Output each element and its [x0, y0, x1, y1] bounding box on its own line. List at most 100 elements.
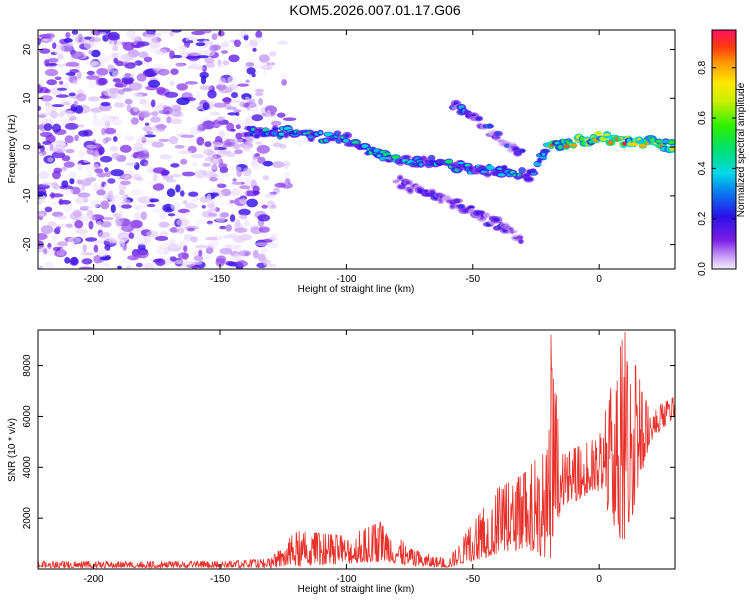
- spectrogram-blob: [245, 96, 250, 101]
- colorbar-label: Normalized spectral amplitude: [736, 82, 747, 217]
- spectrogram-blob: [276, 112, 286, 118]
- x-tick-label: -50: [466, 574, 481, 585]
- spectrogram-blob: [232, 235, 246, 243]
- spectrogram-blob: [158, 221, 170, 228]
- spectrogram-blob: [219, 212, 230, 218]
- spectrogram-blob: [282, 117, 297, 121]
- spectrogram-blob: [97, 77, 108, 86]
- spectrogram-blob: [152, 183, 165, 191]
- spectrogram-blob: [271, 234, 278, 242]
- spectrogram-blob: [246, 198, 258, 208]
- spectrogram-blob: [170, 202, 181, 211]
- spectrogram-blob: [539, 155, 548, 159]
- spectrogram-blob: [47, 221, 57, 228]
- spectrogram-blob: [268, 62, 273, 69]
- spectrogram-blob: [134, 205, 140, 211]
- spectrogram-blob: [133, 106, 140, 112]
- spectrogram-blob: [103, 88, 111, 96]
- spectrogram-blob: [59, 110, 73, 115]
- spectrogram-blob: [43, 248, 48, 255]
- spectrogram-blob: [134, 60, 143, 66]
- spectrogram-blob: [236, 168, 242, 178]
- spectrogram-blob: [495, 132, 502, 136]
- spectrogram-blob: [107, 178, 116, 184]
- spectrogram-blob: [58, 80, 64, 85]
- spectrogram-blob: [228, 232, 239, 237]
- spectrogram-blob: [146, 131, 154, 135]
- colorbar-tick-label: 0.2: [697, 211, 708, 225]
- spectrogram-blob: [445, 159, 453, 164]
- spectrogram-blob: [76, 93, 87, 102]
- spectrogram-blob: [41, 38, 48, 42]
- spectrogram-blob: [92, 118, 106, 128]
- spectrogram-blob: [95, 221, 103, 228]
- spectrogram-blob: [80, 252, 95, 256]
- spectrogram-blob: [170, 68, 179, 75]
- spectrogram-blob: [205, 61, 216, 68]
- spectrogram-blob: [271, 120, 282, 127]
- spectrogram-blob: [136, 240, 150, 246]
- spectrogram-blob: [194, 244, 208, 249]
- spectrogram-blob: [115, 94, 124, 101]
- spectrogram-blob: [229, 138, 243, 144]
- spectrogram-blob: [168, 136, 179, 145]
- spectrogram-blob: [86, 171, 94, 179]
- spectrogram-blob: [68, 171, 77, 180]
- spectrogram-blob: [220, 172, 230, 178]
- spectrogram-blob: [64, 257, 71, 264]
- spectrogram-blob: [49, 143, 54, 152]
- spectrogram-blob: [193, 255, 204, 262]
- spectrogram-blob: [52, 234, 57, 242]
- spectrogram-blob: [51, 151, 66, 159]
- spectrogram-blob: [493, 136, 501, 139]
- spectrogram-blob: [222, 143, 228, 149]
- spectrogram-blob: [83, 40, 97, 50]
- spectrogram-blob: [100, 155, 113, 163]
- spectrogram-blob: [183, 245, 188, 253]
- spectrogram-blob: [123, 61, 128, 65]
- spectrogram-blob: [172, 54, 183, 59]
- spectrogram-blob: [150, 116, 161, 123]
- spectrogram-blob: [518, 239, 524, 244]
- spectrogram-blob: [177, 252, 189, 259]
- spectrogram-blob: [117, 265, 122, 269]
- spectrogram-blob: [668, 140, 675, 144]
- spectrogram-blob: [191, 261, 203, 265]
- spectrogram-blob: [222, 60, 229, 66]
- spectrogram-blob: [103, 183, 110, 192]
- spectrogram-blob: [67, 236, 82, 244]
- spectrogram-blob: [258, 54, 270, 63]
- spectrogram-blob: [70, 256, 78, 265]
- spectrogram-blob: [222, 39, 230, 45]
- spectrogram-blob: [88, 49, 93, 55]
- spectrogram-blob: [45, 68, 58, 77]
- spectrogram-blob: [157, 68, 170, 76]
- spectrogram-blob: [225, 260, 235, 266]
- spectrogram-blob: [51, 123, 62, 133]
- spectrogram-blob: [260, 246, 268, 254]
- spectrogram-blob: [135, 262, 143, 268]
- spectrogram-blob: [274, 182, 286, 188]
- spectrogram-blob: [204, 57, 215, 64]
- spectrogram-blob: [81, 258, 93, 265]
- spectrogram-blob: [137, 243, 146, 251]
- spectrogram-blob: [272, 142, 283, 148]
- spectrogram-blob: [86, 60, 99, 67]
- spectrogram-blob: [42, 140, 52, 145]
- spectrogram-blob: [221, 50, 228, 54]
- spectrogram-blob: [152, 207, 163, 213]
- spectrogram-blob: [335, 132, 340, 135]
- spectrogram-blob: [237, 83, 250, 87]
- spectrogram-blob: [45, 247, 56, 256]
- spectrogram-blob: [88, 96, 100, 102]
- spectrogram-blob: [192, 162, 197, 167]
- spectrogram-blob: [205, 237, 218, 241]
- spectrogram-blob: [229, 214, 236, 223]
- spectrogram-blob: [113, 57, 119, 64]
- spectrogram-blob: [251, 73, 256, 78]
- spectrogram-blob: [73, 100, 79, 108]
- spectrogram-blob: [486, 124, 494, 128]
- spectrogram-image: [38, 30, 675, 269]
- spectrogram-blob: [232, 245, 240, 251]
- spectrogram-blob: [344, 133, 350, 138]
